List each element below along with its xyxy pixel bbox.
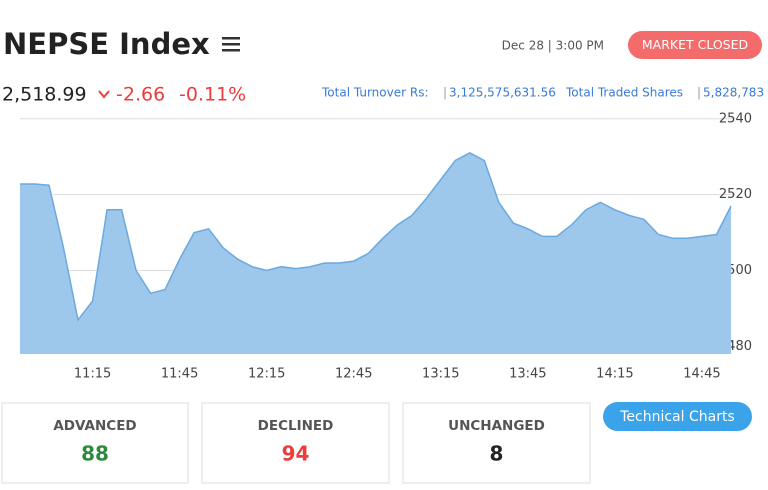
line (20, 152, 732, 322)
turnover-label: Total Turnover Rs: (321, 86, 429, 100)
turnover-value: 3,125,575,631.56 (449, 86, 556, 100)
down-caret (98, 90, 110, 99)
x-tick-label: 11:15 (74, 367, 111, 382)
menu-icon[interactable] (222, 37, 240, 52)
technical-charts-button[interactable] (603, 402, 752, 431)
x-tick-label: 14:15 (596, 367, 633, 382)
x-tick-label: 13:15 (422, 367, 459, 382)
stat-value: 94 (282, 442, 310, 466)
x-tick-label: 12:45 (335, 367, 372, 382)
status-pill (628, 31, 762, 59)
status: MARKET CLOSED (642, 37, 748, 52)
area (20, 152, 731, 354)
index-value: 2,518.99 (2, 84, 87, 106)
separator: | (443, 86, 447, 100)
stat-label: ADVANCED (53, 418, 136, 434)
percent: -0.11% (179, 84, 246, 106)
stat-value: 8 (490, 442, 504, 466)
shares-value: 5,828,783 (703, 86, 764, 100)
shares-label: Total Traded Shares (565, 86, 683, 100)
title: NEPSE Index (3, 27, 210, 61)
y-tick-label: 2540 (719, 111, 752, 126)
x-tick-label: 12:15 (248, 367, 285, 382)
stat-box (1, 402, 189, 484)
stat-label: DECLINED (258, 418, 334, 434)
separator: | (697, 86, 701, 100)
stat-label: UNCHANGED (448, 418, 545, 434)
technical-charts-label[interactable]: Technical Charts (619, 409, 735, 425)
y-tick-label: 2520 (719, 187, 752, 202)
date: Dec 28 | 3:00 PM (502, 39, 604, 53)
x-tick-label: 11:45 (161, 367, 198, 382)
stats: ADVANCED 88 DECLINED 94 UNCHANGED 8 (1, 402, 591, 484)
change: -2.66 (116, 84, 165, 106)
stat-value: 88 (81, 442, 109, 466)
stat-box (402, 402, 591, 484)
stat-box (201, 402, 390, 484)
x-tick-label: 14:45 (683, 367, 720, 382)
x-tick-label: 13:45 (509, 367, 546, 382)
